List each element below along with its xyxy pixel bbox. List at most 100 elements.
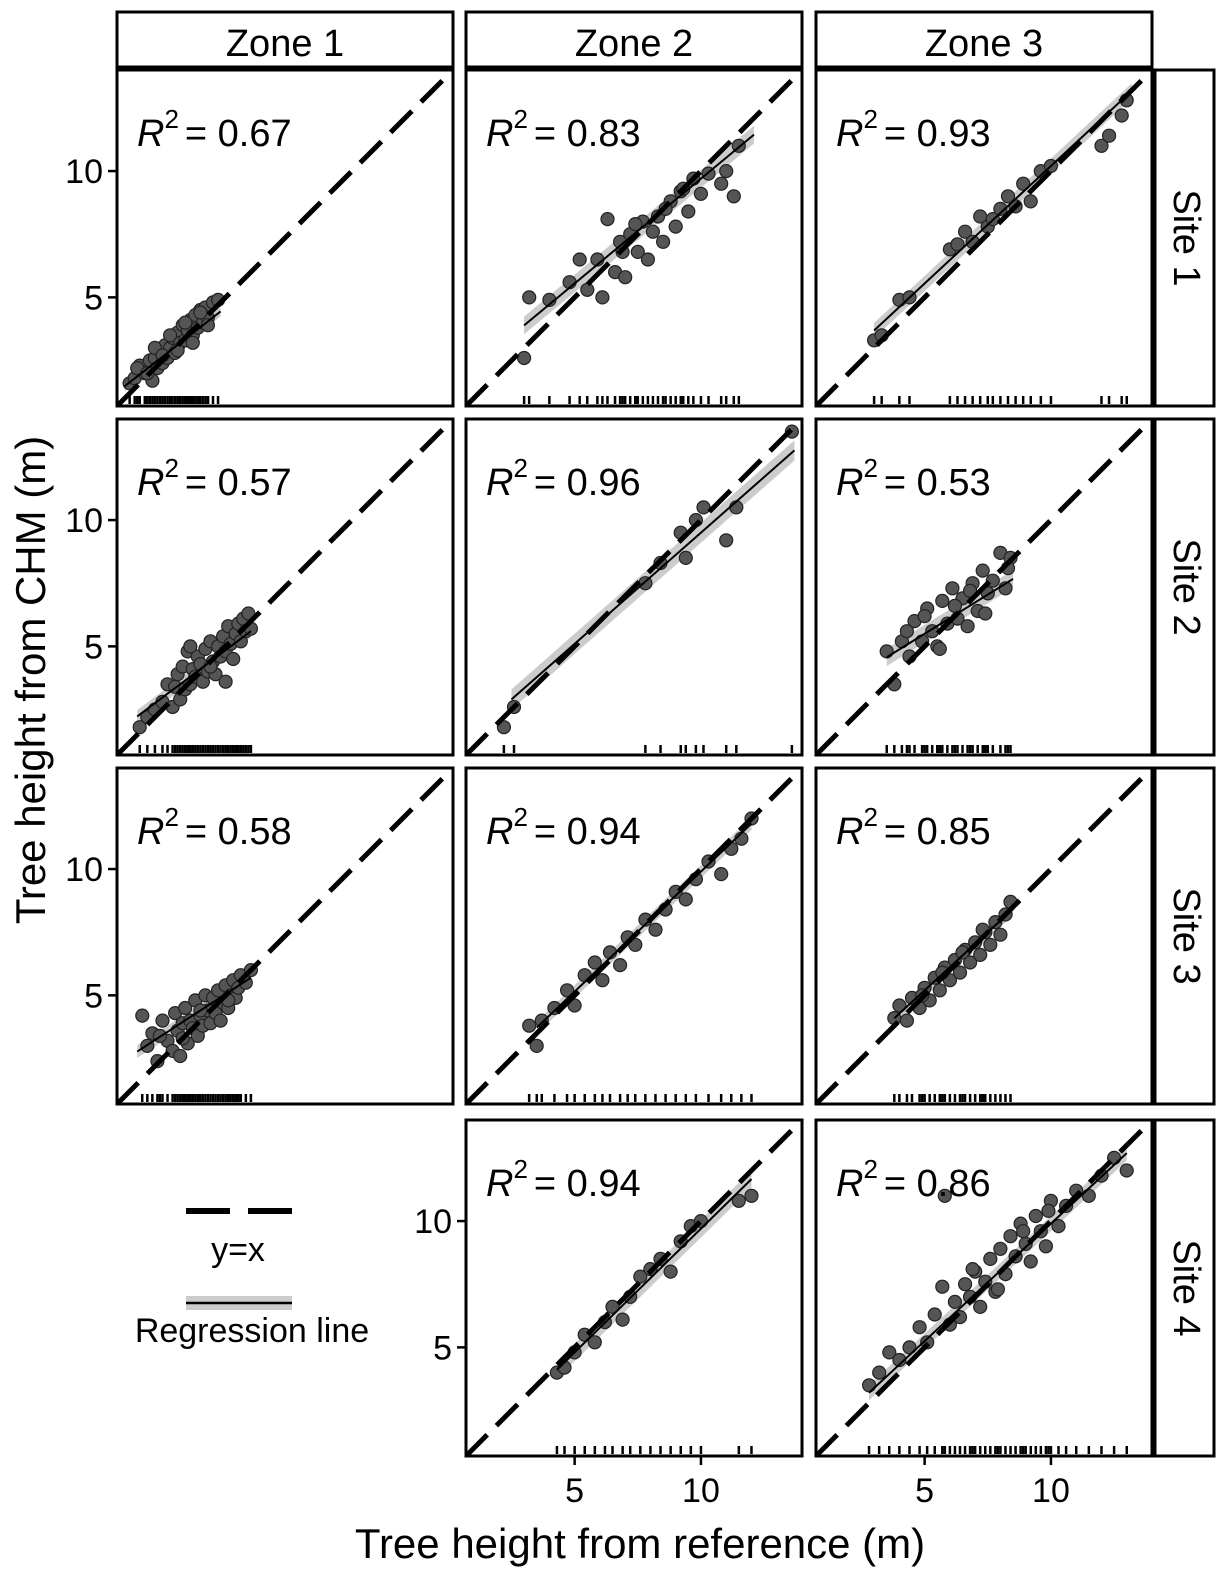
- r-squared-value: = 0.67: [185, 113, 292, 155]
- data-point: [1094, 138, 1109, 153]
- panel-border: [115, 766, 455, 1106]
- data-point: [681, 204, 696, 219]
- panel-plot-area: [117, 419, 453, 755]
- data-point: [990, 1282, 1005, 1297]
- data-point: [173, 1048, 188, 1064]
- column-strip-label: Zone 1: [226, 23, 344, 65]
- panel-border: [814, 766, 1154, 1106]
- r-squared-annotation: R2 = 0.96: [486, 453, 641, 504]
- data-point: [178, 315, 193, 330]
- r-squared-symbol: R: [137, 113, 164, 155]
- r-squared-symbol: R: [486, 113, 513, 155]
- panel-z3-s3: R2 = 0.85: [814, 766, 1154, 1106]
- data-point: [861, 1378, 877, 1393]
- identity-line: [117, 70, 453, 406]
- r-squared-annotation: R2 = 0.58: [137, 802, 292, 853]
- panel-z1-s1: R2 = 0.67: [115, 68, 455, 408]
- r-squared-value: = 0.58: [185, 811, 292, 853]
- data-point: [892, 1352, 907, 1368]
- data-point: [663, 1264, 678, 1279]
- identity-line: [816, 768, 1152, 1104]
- data-point: [1041, 1203, 1056, 1219]
- panel-z2-s1: R2 = 0.83: [464, 68, 804, 408]
- x-tick-label: 5: [565, 1472, 584, 1510]
- data-point: [973, 947, 988, 962]
- legend: y=x Regression line: [135, 1208, 369, 1350]
- identity-line: [466, 768, 802, 1104]
- r-squared-exponent: 2: [513, 802, 527, 832]
- identity-line: [117, 768, 453, 1104]
- panel-z2-s4: R2 = 0.94: [464, 1118, 804, 1458]
- row-strip-site-2: Site 2: [1153, 417, 1216, 757]
- data-point: [185, 335, 200, 350]
- row-strip-label: Site 1: [1165, 189, 1207, 286]
- panel-border: [814, 417, 1154, 757]
- data-point: [947, 1294, 962, 1309]
- data-point: [917, 609, 932, 624]
- row-strip-label: Site 2: [1165, 538, 1207, 635]
- panel-plot-area: [466, 70, 802, 406]
- data-point: [973, 1299, 988, 1314]
- r-squared-exponent: 2: [164, 802, 178, 832]
- y-tick-label: 5: [84, 977, 103, 1015]
- data-point: [1016, 1224, 1031, 1239]
- data-point: [963, 583, 978, 598]
- panel-border: [814, 1118, 1154, 1458]
- r-squared-value: = 0.85: [884, 811, 991, 853]
- y-tick-label: 5: [84, 279, 103, 317]
- data-point: [193, 305, 208, 320]
- identity-line: [117, 419, 453, 755]
- r-squared-value: = 0.94: [534, 811, 641, 853]
- row-strip-label: Site 3: [1165, 887, 1207, 984]
- data-point: [645, 224, 660, 239]
- panel-border: [464, 68, 804, 408]
- regression-line: [123, 310, 222, 388]
- data-point: [714, 866, 729, 882]
- data-point: [932, 983, 947, 998]
- panel-plot-area: [117, 768, 453, 1104]
- panel-border: [464, 766, 804, 1106]
- data-point: [559, 983, 575, 998]
- identity-line: [816, 1120, 1152, 1456]
- r-squared-symbol: R: [486, 811, 513, 853]
- identity-line: [816, 419, 1152, 755]
- legend-identity-label: y=x: [211, 1231, 265, 1269]
- r-squared-symbol: R: [836, 462, 863, 504]
- row-strip-site-4: Site 4: [1153, 1118, 1216, 1458]
- data-point: [963, 955, 978, 970]
- r-squared-annotation: R2 = 0.85: [836, 802, 991, 853]
- r-squared-annotation: R2 = 0.94: [486, 802, 641, 853]
- panel-border: [464, 1118, 804, 1458]
- panel-plot-area: [466, 1120, 802, 1456]
- data-point: [605, 1299, 620, 1314]
- data-point: [927, 1307, 942, 1322]
- data-point: [983, 937, 998, 952]
- r-squared-exponent: 2: [863, 1154, 877, 1184]
- r-squared-symbol: R: [836, 811, 863, 853]
- y-tick-label: 10: [414, 1203, 452, 1241]
- data-point: [178, 1000, 193, 1016]
- data-point: [628, 217, 643, 232]
- r-squared-symbol: R: [137, 811, 164, 853]
- data-point: [529, 1038, 544, 1053]
- identity-line: [816, 70, 1152, 406]
- panel-plot-area: [816, 1120, 1152, 1456]
- r-squared-annotation: R2 = 0.57: [137, 453, 292, 504]
- r-squared-value: = 0.57: [185, 462, 292, 504]
- data-point: [719, 533, 734, 548]
- data-point: [155, 1013, 170, 1028]
- panel-z3-s2: R2 = 0.53: [814, 417, 1154, 757]
- r-squared-value: = 0.53: [884, 462, 991, 504]
- r-squared-exponent: 2: [863, 104, 877, 134]
- panel-z1-s2: R2 = 0.57: [115, 417, 455, 757]
- data-point: [975, 563, 990, 578]
- data-point: [1028, 1208, 1043, 1224]
- data-point: [965, 1262, 980, 1277]
- data-point: [572, 252, 587, 267]
- r-squared-symbol: R: [486, 462, 513, 504]
- data-point: [595, 290, 610, 305]
- data-point: [872, 1365, 887, 1380]
- data-point: [1119, 1163, 1134, 1178]
